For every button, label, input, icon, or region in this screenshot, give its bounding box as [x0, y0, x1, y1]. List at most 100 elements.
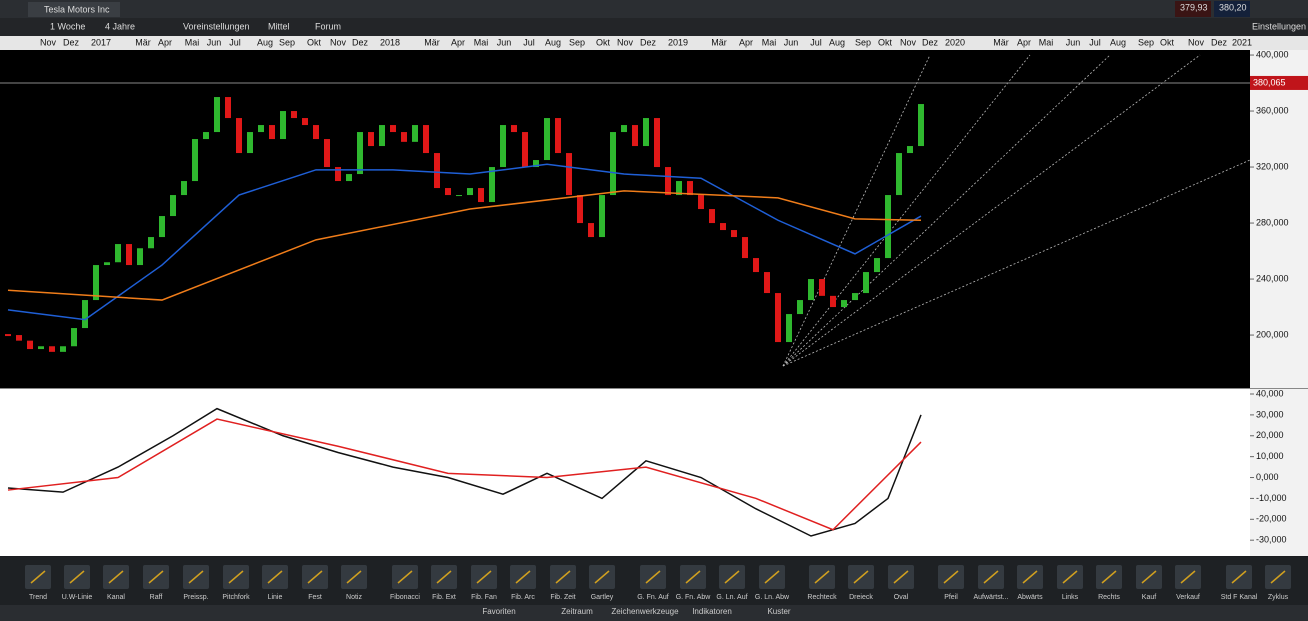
candle [38, 346, 44, 350]
button[interactable]: Voreinstellungen [183, 21, 250, 31]
tool-label[interactable]: Verkauf [1176, 594, 1200, 601]
tool-label[interactable]: G. Ln. Abw [755, 594, 790, 601]
tab[interactable]: Favoriten [482, 607, 515, 616]
tool-label[interactable]: U.W-Linie [62, 594, 93, 601]
tool-glyph [1062, 570, 1078, 584]
tool-label[interactable]: Std F Kanal [1221, 594, 1258, 601]
x-tick-label: Dez [352, 37, 369, 47]
tool-label[interactable]: Pfeil [944, 594, 958, 601]
candle [533, 160, 539, 168]
x-tick-label: 2020 [945, 37, 965, 47]
line-series [7, 190, 922, 301]
y-tick-label: -10,000 [1256, 493, 1287, 503]
candle [797, 300, 803, 315]
y-tick-label: 10,000 [1256, 451, 1284, 461]
candle [500, 125, 506, 168]
tool-glyph [436, 570, 452, 584]
tool-label[interactable]: Fest [308, 594, 322, 601]
settings[interactable]: Einstellungen [1252, 21, 1306, 31]
candle [93, 265, 99, 301]
candle [258, 125, 264, 133]
range[interactable]: 4 Jahre [105, 21, 135, 31]
tool-label[interactable]: Raff [150, 594, 163, 601]
x-tick-label: Apr [739, 37, 753, 47]
x-tick-label: Jun [784, 37, 799, 47]
tool-label[interactable]: G. Ln. Auf [716, 594, 747, 601]
x-tick-label: Nov [330, 37, 347, 47]
candle [863, 272, 869, 294]
candle [764, 272, 770, 294]
tab[interactable]: Kuster [767, 607, 790, 616]
indicator-panel [0, 389, 1250, 556]
tool-label[interactable]: Trend [29, 594, 47, 601]
y-tick-label: 240,000 [1256, 273, 1289, 283]
instrument-tab[interactable] [28, 2, 120, 17]
candle [896, 153, 902, 196]
instrument[interactable]: Tesla Motors Inc [44, 4, 110, 14]
tool-glyph [1231, 570, 1247, 584]
x-tick-label: Mär [711, 37, 727, 47]
tool-label[interactable]: Fib. Fan [471, 594, 497, 601]
x-tick-label: Okt [307, 37, 322, 47]
candle [907, 146, 913, 154]
tool-label[interactable]: Rechts [1098, 594, 1120, 601]
candle [60, 346, 66, 352]
tool-label[interactable]: Fibonacci [390, 594, 420, 601]
tool-label[interactable]: Pitchfork [222, 594, 250, 601]
candle [731, 230, 737, 238]
candle [170, 195, 176, 217]
tool-label[interactable]: Fib. Arc [511, 594, 535, 601]
tool-label[interactable]: Linie [268, 594, 283, 601]
x-tick-label: Sep [855, 37, 871, 47]
candle [720, 223, 726, 231]
tool-label[interactable]: Fib. Zeit [550, 594, 575, 601]
tool-label[interactable]: Abwärts [1017, 594, 1043, 601]
tool-label[interactable]: Kauf [1142, 594, 1156, 601]
candle [467, 188, 473, 196]
y-tick-label: 0,000 [1256, 472, 1279, 482]
x-tick-label: 2018 [380, 37, 400, 47]
tool-label[interactable]: Oval [894, 594, 909, 601]
tool-glyph [346, 570, 362, 584]
tool-glyph [814, 570, 830, 584]
candle [225, 97, 231, 119]
tool-label[interactable]: Preissp. [183, 594, 208, 601]
tool-label[interactable]: Rechteck [807, 594, 837, 601]
tab[interactable]: Zeichenwerkzeuge [611, 607, 679, 616]
period[interactable]: 1 Woche [50, 21, 85, 31]
candle [269, 125, 275, 140]
tool-label[interactable]: Kanal [107, 594, 125, 601]
button[interactable]: Forum [315, 21, 341, 31]
button[interactable]: Mittel [268, 21, 290, 31]
candle [445, 188, 451, 196]
x-tick-label: Nov [1188, 37, 1205, 47]
ask-box [1214, 1, 1250, 17]
tool-label[interactable]: Links [1062, 594, 1079, 601]
tool-label[interactable]: Gartley [591, 594, 614, 601]
tool-label[interactable]: Aufwärtst... [973, 594, 1008, 601]
tool-label[interactable]: G. Fn. Auf [637, 594, 669, 601]
tool-glyph [555, 570, 571, 584]
candle [632, 125, 638, 147]
candle [181, 181, 187, 196]
candle [687, 181, 693, 196]
candle [698, 195, 704, 210]
tool-label[interactable]: G. Fn. Abw [676, 594, 712, 601]
tab[interactable]: Zeitraum [561, 607, 593, 616]
tool-label[interactable]: Zyklus [1268, 594, 1289, 601]
tabs-bar [0, 605, 1308, 621]
tool-label[interactable]: Dreieck [849, 594, 873, 601]
x-tick-label: Sep [1138, 37, 1154, 47]
tool-glyph [476, 570, 492, 584]
x-tick-label: Jul [810, 37, 822, 47]
tool-glyph [148, 570, 164, 584]
x-tick-label: Mär [135, 37, 151, 47]
y-tick-label: 400,000 [1256, 49, 1289, 59]
x-tick-label: Jun [207, 37, 222, 47]
tool-label[interactable]: Fib. Ext [432, 594, 456, 601]
tab[interactable]: Indikatoren [692, 607, 732, 616]
tool-label[interactable]: Notiz [346, 594, 362, 601]
toolbar [0, 18, 1308, 36]
x-tick-label: 2021 [1232, 37, 1252, 47]
candle [390, 125, 396, 133]
